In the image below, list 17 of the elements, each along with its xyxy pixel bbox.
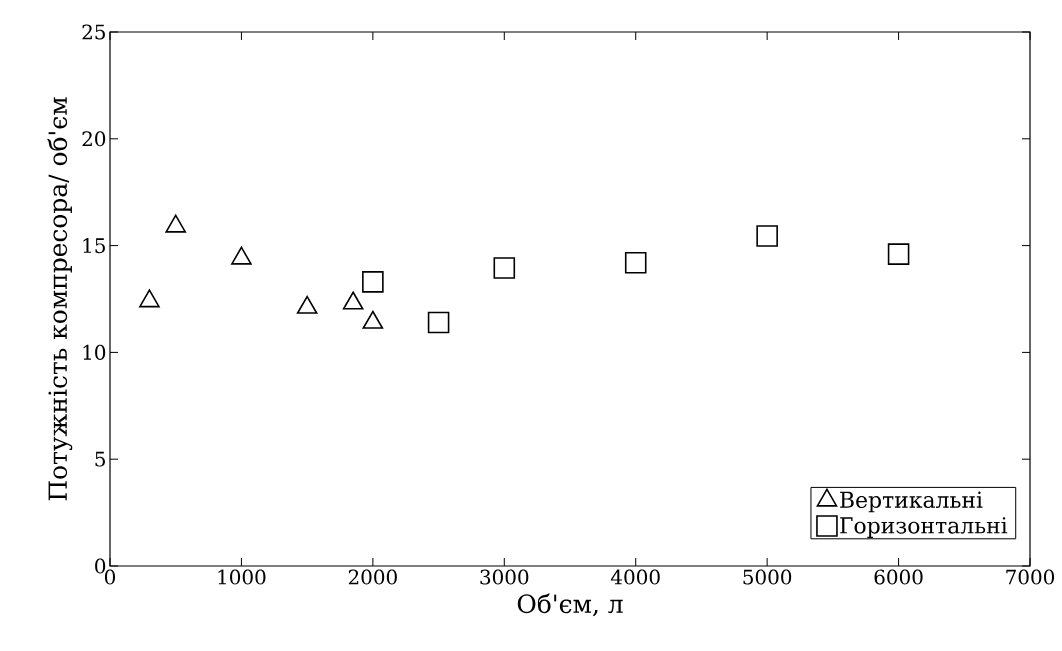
x-tick-label: 1000 xyxy=(218,569,266,585)
x-axis-title: Об'єм, л xyxy=(517,593,623,617)
y-tick-label: 20 xyxy=(82,131,106,147)
x-tick-label: 3000 xyxy=(480,569,529,585)
x-tick-label: 6000 xyxy=(874,569,923,585)
y-tick-label: 5 xyxy=(95,451,105,467)
x-tick-label: 5000 xyxy=(743,569,792,585)
y-tick-label: 10 xyxy=(83,344,106,360)
legend-label: Горизонтальні xyxy=(840,517,1008,538)
x-tick-label: 2000 xyxy=(348,569,397,585)
y-tick-label: 25 xyxy=(82,24,105,40)
y-tick-label: 15 xyxy=(83,238,105,254)
x-tick-label: 4000 xyxy=(610,569,660,585)
y-tick-label: 0 xyxy=(95,558,106,574)
legend-label: Вертикальні xyxy=(840,491,983,513)
y-axis-title: Потужність компресора/ об'єм xyxy=(47,97,73,501)
x-tick-label: 7000 xyxy=(1006,569,1055,585)
